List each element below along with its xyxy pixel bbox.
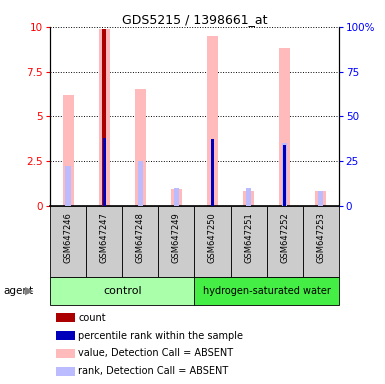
- Bar: [315, 191, 326, 205]
- Title: GDS5215 / 1398661_at: GDS5215 / 1398661_at: [122, 13, 267, 26]
- Text: GSM647250: GSM647250: [208, 212, 217, 263]
- Bar: [99, 29, 110, 205]
- Bar: [211, 139, 214, 205]
- Bar: [194, 205, 231, 277]
- Bar: [56, 349, 75, 358]
- Text: control: control: [103, 286, 142, 296]
- Bar: [279, 48, 290, 205]
- Bar: [243, 191, 254, 205]
- Bar: [231, 205, 266, 277]
- Bar: [246, 188, 251, 205]
- Bar: [158, 205, 194, 277]
- Bar: [318, 191, 323, 205]
- Text: GSM647249: GSM647249: [172, 212, 181, 263]
- Bar: [207, 36, 218, 205]
- Bar: [56, 313, 75, 322]
- Bar: [50, 205, 86, 277]
- Bar: [283, 145, 286, 205]
- Text: ▶: ▶: [25, 286, 33, 296]
- Text: GSM647246: GSM647246: [64, 212, 73, 263]
- Text: count: count: [79, 313, 106, 323]
- Bar: [102, 29, 106, 205]
- Bar: [171, 189, 182, 205]
- Text: GSM647253: GSM647253: [316, 212, 325, 263]
- Bar: [56, 331, 75, 340]
- Text: GSM647252: GSM647252: [280, 212, 289, 263]
- Text: GSM647247: GSM647247: [100, 212, 109, 263]
- Text: rank, Detection Call = ABSENT: rank, Detection Call = ABSENT: [79, 366, 229, 376]
- Bar: [122, 205, 158, 277]
- Bar: [282, 143, 287, 205]
- Text: agent: agent: [4, 286, 34, 296]
- Bar: [135, 89, 146, 205]
- Text: GSM647251: GSM647251: [244, 212, 253, 263]
- Bar: [63, 95, 74, 205]
- Bar: [103, 138, 105, 205]
- Text: value, Detection Call = ABSENT: value, Detection Call = ABSENT: [79, 348, 233, 358]
- Bar: [50, 277, 194, 305]
- Bar: [65, 166, 71, 205]
- Bar: [86, 205, 122, 277]
- Text: percentile rank within the sample: percentile rank within the sample: [79, 331, 243, 341]
- Bar: [194, 277, 339, 305]
- Bar: [303, 205, 339, 277]
- Bar: [137, 161, 143, 205]
- Bar: [56, 367, 75, 376]
- Bar: [266, 205, 303, 277]
- Bar: [174, 188, 179, 205]
- Text: GSM647248: GSM647248: [136, 212, 145, 263]
- Text: hydrogen-saturated water: hydrogen-saturated water: [203, 286, 331, 296]
